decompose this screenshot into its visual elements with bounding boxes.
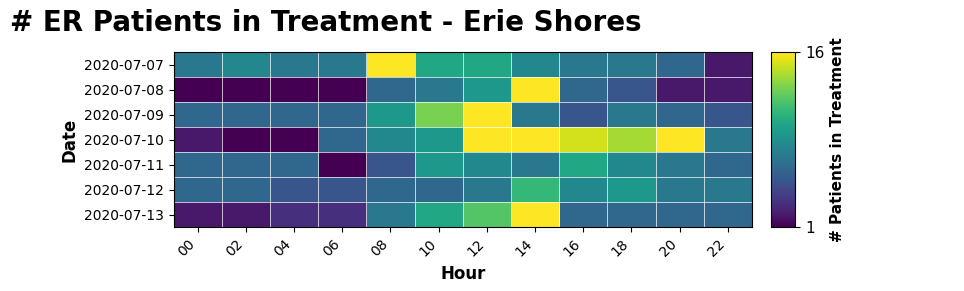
- Y-axis label: Date: Date: [60, 118, 78, 162]
- Text: # ER Patients in Treatment - Erie Shores: # ER Patients in Treatment - Erie Shores: [10, 9, 641, 37]
- Y-axis label: # Patients in Treatment: # Patients in Treatment: [830, 37, 845, 242]
- X-axis label: Hour: Hour: [440, 265, 486, 283]
